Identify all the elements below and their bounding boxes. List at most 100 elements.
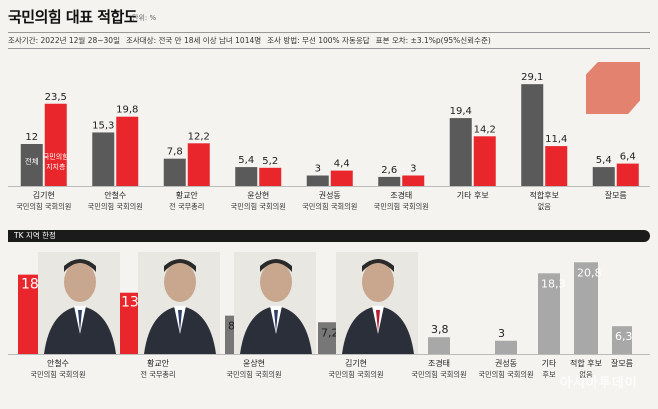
survey-info-bar: 조사기간: 2022년 12월 28~30일 조사대상: 전국 만 18세 이상 … — [8, 32, 650, 49]
face — [64, 262, 96, 302]
category-label: 적합후보 — [530, 190, 559, 200]
tk-category-sublabel: 전 국무총리 — [140, 370, 175, 379]
tie — [178, 310, 182, 332]
category-label: 권성동 — [319, 190, 341, 200]
tie — [78, 310, 82, 332]
data-label: 29,1 — [521, 72, 543, 83]
bar-supporters — [116, 116, 139, 186]
chart-title: 국민의힘 대표 적합도 — [8, 8, 138, 26]
bar-supporters — [330, 170, 353, 186]
legend-supporters-2: 지지층 — [46, 162, 66, 171]
data-label: 19,4 — [450, 106, 472, 117]
data-label: 5,2 — [262, 156, 278, 167]
data-label: 12 — [25, 132, 38, 143]
category-sublabel: 국민의힘 국회의원 — [88, 202, 143, 211]
tk-category-sublabel: 국민의힘 국회의원 — [411, 370, 466, 379]
hair — [64, 259, 96, 272]
category-sublabel: 국민의힘 국회의원 — [16, 202, 71, 211]
info-period: 조사기간: 2022년 12월 28~30일 — [8, 36, 120, 45]
tk-data-label: 3 — [498, 327, 505, 340]
category-label: 김기현 — [33, 190, 55, 200]
bar-total — [306, 175, 329, 186]
bar-supporters — [545, 146, 568, 186]
category-sublabel: 국민의힘 국회의원 — [374, 202, 429, 211]
legend-supporters-1: 국민의힘 — [43, 152, 69, 161]
data-label: 15,3 — [92, 120, 114, 131]
data-label: 11,4 — [545, 134, 567, 145]
category-label: 조경태 — [390, 190, 412, 200]
data-label: 14,2 — [474, 124, 496, 135]
category-sublabel: 국민의힘 국회의원 — [302, 202, 357, 211]
tk-bar — [318, 322, 340, 354]
person-photo-2 — [138, 252, 220, 354]
tk-category-label: 조경태 — [428, 358, 450, 368]
data-label: 3 — [410, 164, 416, 175]
bar-supporters — [616, 163, 639, 186]
tk-data-label: 3,8 — [431, 323, 449, 336]
tk-bar — [538, 273, 560, 354]
hair — [362, 259, 394, 272]
bar-supporters — [259, 167, 282, 186]
bar-supporters — [473, 136, 496, 186]
tk-bar — [428, 337, 450, 354]
bar-total — [163, 158, 186, 186]
section-tk-header: TK 지역 한정 — [8, 230, 650, 242]
tk-data-label: 18,3 — [541, 277, 566, 290]
tk-data-label: 7,2 — [321, 326, 339, 339]
tk-category-label: 안철수 — [47, 358, 69, 368]
decorative-hexagon — [586, 62, 640, 114]
bar-total — [92, 132, 115, 186]
category-sublabel: 전 국무총리 — [169, 202, 204, 211]
data-label: 19,8 — [116, 105, 138, 116]
tk-bar — [495, 340, 517, 354]
category-label: 잘모름 — [605, 191, 627, 200]
tk-category-label: 김기현 — [345, 358, 367, 368]
tk-bar — [574, 262, 598, 354]
category-label: 기타 후보 — [457, 191, 489, 200]
tie — [274, 310, 278, 332]
bar-total — [521, 84, 544, 186]
tk-category-sublabel: 없음 — [579, 370, 593, 379]
face — [260, 262, 292, 302]
info-target: 조사대상: 전국 만 18세 이상 남녀 1014명 — [125, 36, 262, 45]
data-label: 5,4 — [238, 155, 254, 166]
bar-supporters — [187, 143, 210, 186]
legend-total: 전체 — [25, 156, 39, 166]
bar-total — [378, 176, 401, 186]
person-photo-1 — [38, 252, 120, 354]
data-label: 2,6 — [381, 165, 397, 176]
tk-bar — [612, 326, 632, 354]
person-photo-4 — [336, 252, 418, 354]
category-label: 안철수 — [104, 190, 126, 200]
data-label: 12,2 — [188, 131, 210, 142]
watermark: 아시아투데이 — [560, 376, 638, 391]
tk-category-label: 윤상현 — [243, 358, 265, 368]
bar-total — [592, 167, 615, 186]
unit-label: 단위: % — [132, 14, 157, 22]
tk-data-label: 20,8 — [577, 266, 602, 279]
tk-data-label: 6,3 — [615, 330, 633, 343]
tk-category-sublabel: 국민의힘 국회의원 — [30, 370, 85, 379]
data-label: 4,4 — [334, 159, 350, 170]
bar-total — [235, 167, 258, 186]
face — [362, 262, 394, 302]
bar-supporters — [44, 103, 67, 186]
tk-category-sublabel: 국민의힘 국회의원 — [328, 370, 383, 379]
info-error: 표본 오차: ±3.1%p(95%신뢰수준) — [375, 36, 491, 45]
data-label: 3 — [315, 164, 321, 175]
tk-category-label: 기타 — [542, 359, 557, 368]
data-label: 23,5 — [45, 92, 67, 103]
hair — [164, 259, 196, 272]
tie — [376, 310, 380, 332]
tk-category-label: 황교안 — [147, 358, 170, 368]
bar-total — [449, 118, 472, 186]
tk-category-sublabel: 국민의힘 국회의원 — [226, 370, 281, 379]
tk-category-label: 적합 후보 — [570, 358, 602, 368]
data-label: 6,4 — [620, 152, 636, 163]
data-label: 7,8 — [167, 147, 183, 158]
category-sublabel: 국민의힘 국회의원 — [231, 202, 286, 211]
category-label: 황교안 — [176, 190, 199, 200]
category-sublabel: 없음 — [538, 202, 552, 211]
